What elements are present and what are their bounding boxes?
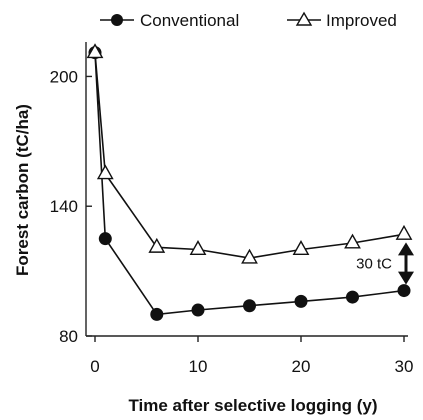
- legend: Conventional Improved: [100, 11, 397, 30]
- x-tick-label-0: 0: [90, 357, 99, 376]
- point-improved-5: [292, 240, 310, 255]
- legend-marker-improved: [295, 11, 313, 26]
- point-conventional-5: [294, 294, 308, 308]
- series-line-improved: [94, 52, 405, 259]
- x-axis-title: Time after selective logging (y): [128, 396, 377, 415]
- y-tick-label-200: 200: [50, 67, 78, 86]
- annotation-arrow-head-up: [398, 242, 414, 256]
- y-tick-label-80: 80: [59, 327, 78, 346]
- x-tick-label-30: 30: [395, 357, 414, 376]
- x-tick-label-10: 10: [189, 357, 208, 376]
- point-improved-0: [86, 43, 104, 59]
- point-improved-4: [241, 248, 258, 264]
- series-points-conventional: [88, 46, 411, 321]
- series-line-conventional: [94, 52, 405, 316]
- point-improved-6: [344, 233, 361, 249]
- y-tick-label-140: 140: [50, 197, 78, 216]
- annotation-arrow-head-down: [398, 271, 414, 285]
- x-ticks: 0 10 20 30: [90, 336, 413, 376]
- point-conventional-7: [397, 284, 411, 298]
- legend-label-improved: Improved: [326, 11, 397, 30]
- point-improved-3: [189, 240, 207, 255]
- annotation-label: 30 tC: [356, 255, 392, 272]
- y-axis-title: Forest carbon (tC/ha): [13, 104, 32, 276]
- series-points-improved: [86, 43, 413, 264]
- point-conventional-4: [243, 299, 256, 313]
- point-improved-2: [148, 237, 166, 253]
- point-conventional-1: [98, 232, 112, 246]
- point-conventional-3: [191, 303, 205, 317]
- legend-label-conventional: Conventional: [140, 11, 239, 30]
- x-tick-label-20: 20: [292, 357, 311, 376]
- point-conventional-2: [150, 307, 164, 321]
- point-improved-1: [96, 164, 114, 180]
- y-ticks: 80 140 200: [50, 67, 92, 346]
- annotation-30tc: 30 tC: [356, 242, 414, 285]
- legend-marker-conventional: [111, 14, 123, 26]
- point-conventional-6: [346, 290, 359, 304]
- point-improved-7: [395, 224, 413, 240]
